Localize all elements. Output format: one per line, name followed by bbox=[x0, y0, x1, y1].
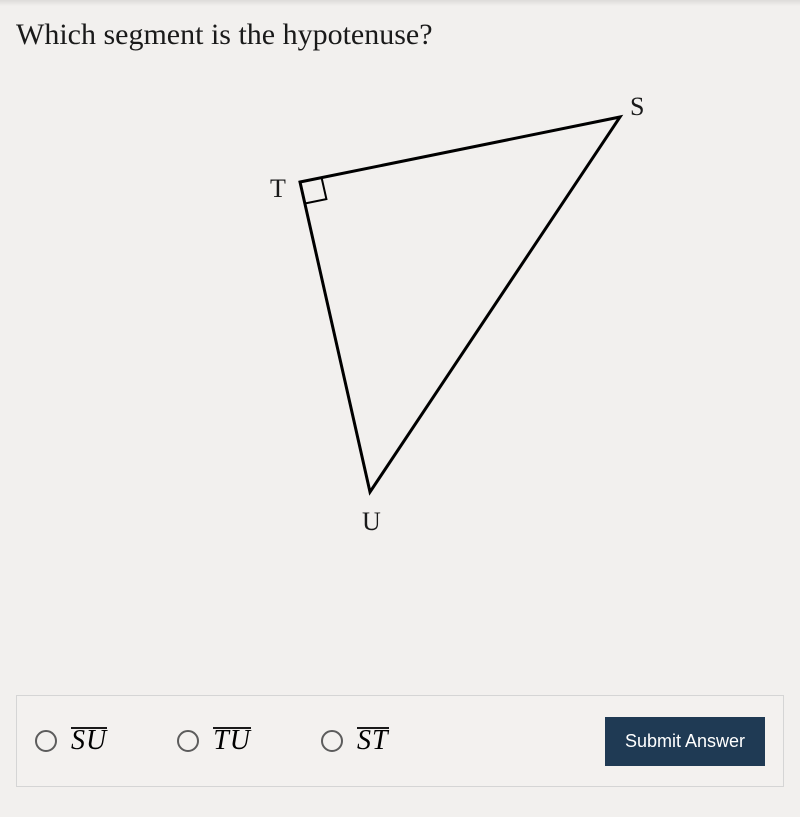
vertex-label-t: T bbox=[270, 174, 286, 204]
radio-icon bbox=[35, 730, 57, 752]
radio-icon bbox=[321, 730, 343, 752]
triangle-diagram: T S U bbox=[0, 62, 800, 612]
choice-label: TU bbox=[213, 725, 251, 757]
vertex-label-u: U bbox=[362, 507, 381, 537]
vertex-label-s: S bbox=[630, 92, 644, 122]
choice-su[interactable]: SU bbox=[35, 725, 107, 757]
choice-tu[interactable]: TU bbox=[177, 725, 251, 757]
radio-icon bbox=[177, 730, 199, 752]
triangle-svg bbox=[0, 62, 800, 612]
choice-label: ST bbox=[357, 725, 389, 757]
question-text: Which segment is the hypotenuse? bbox=[0, 0, 800, 62]
answer-row: SU TU ST Submit Answer bbox=[16, 695, 784, 787]
choice-label: SU bbox=[71, 725, 107, 757]
choice-st[interactable]: ST bbox=[321, 725, 389, 757]
top-shadow bbox=[0, 0, 800, 6]
submit-answer-button[interactable]: Submit Answer bbox=[605, 717, 765, 766]
